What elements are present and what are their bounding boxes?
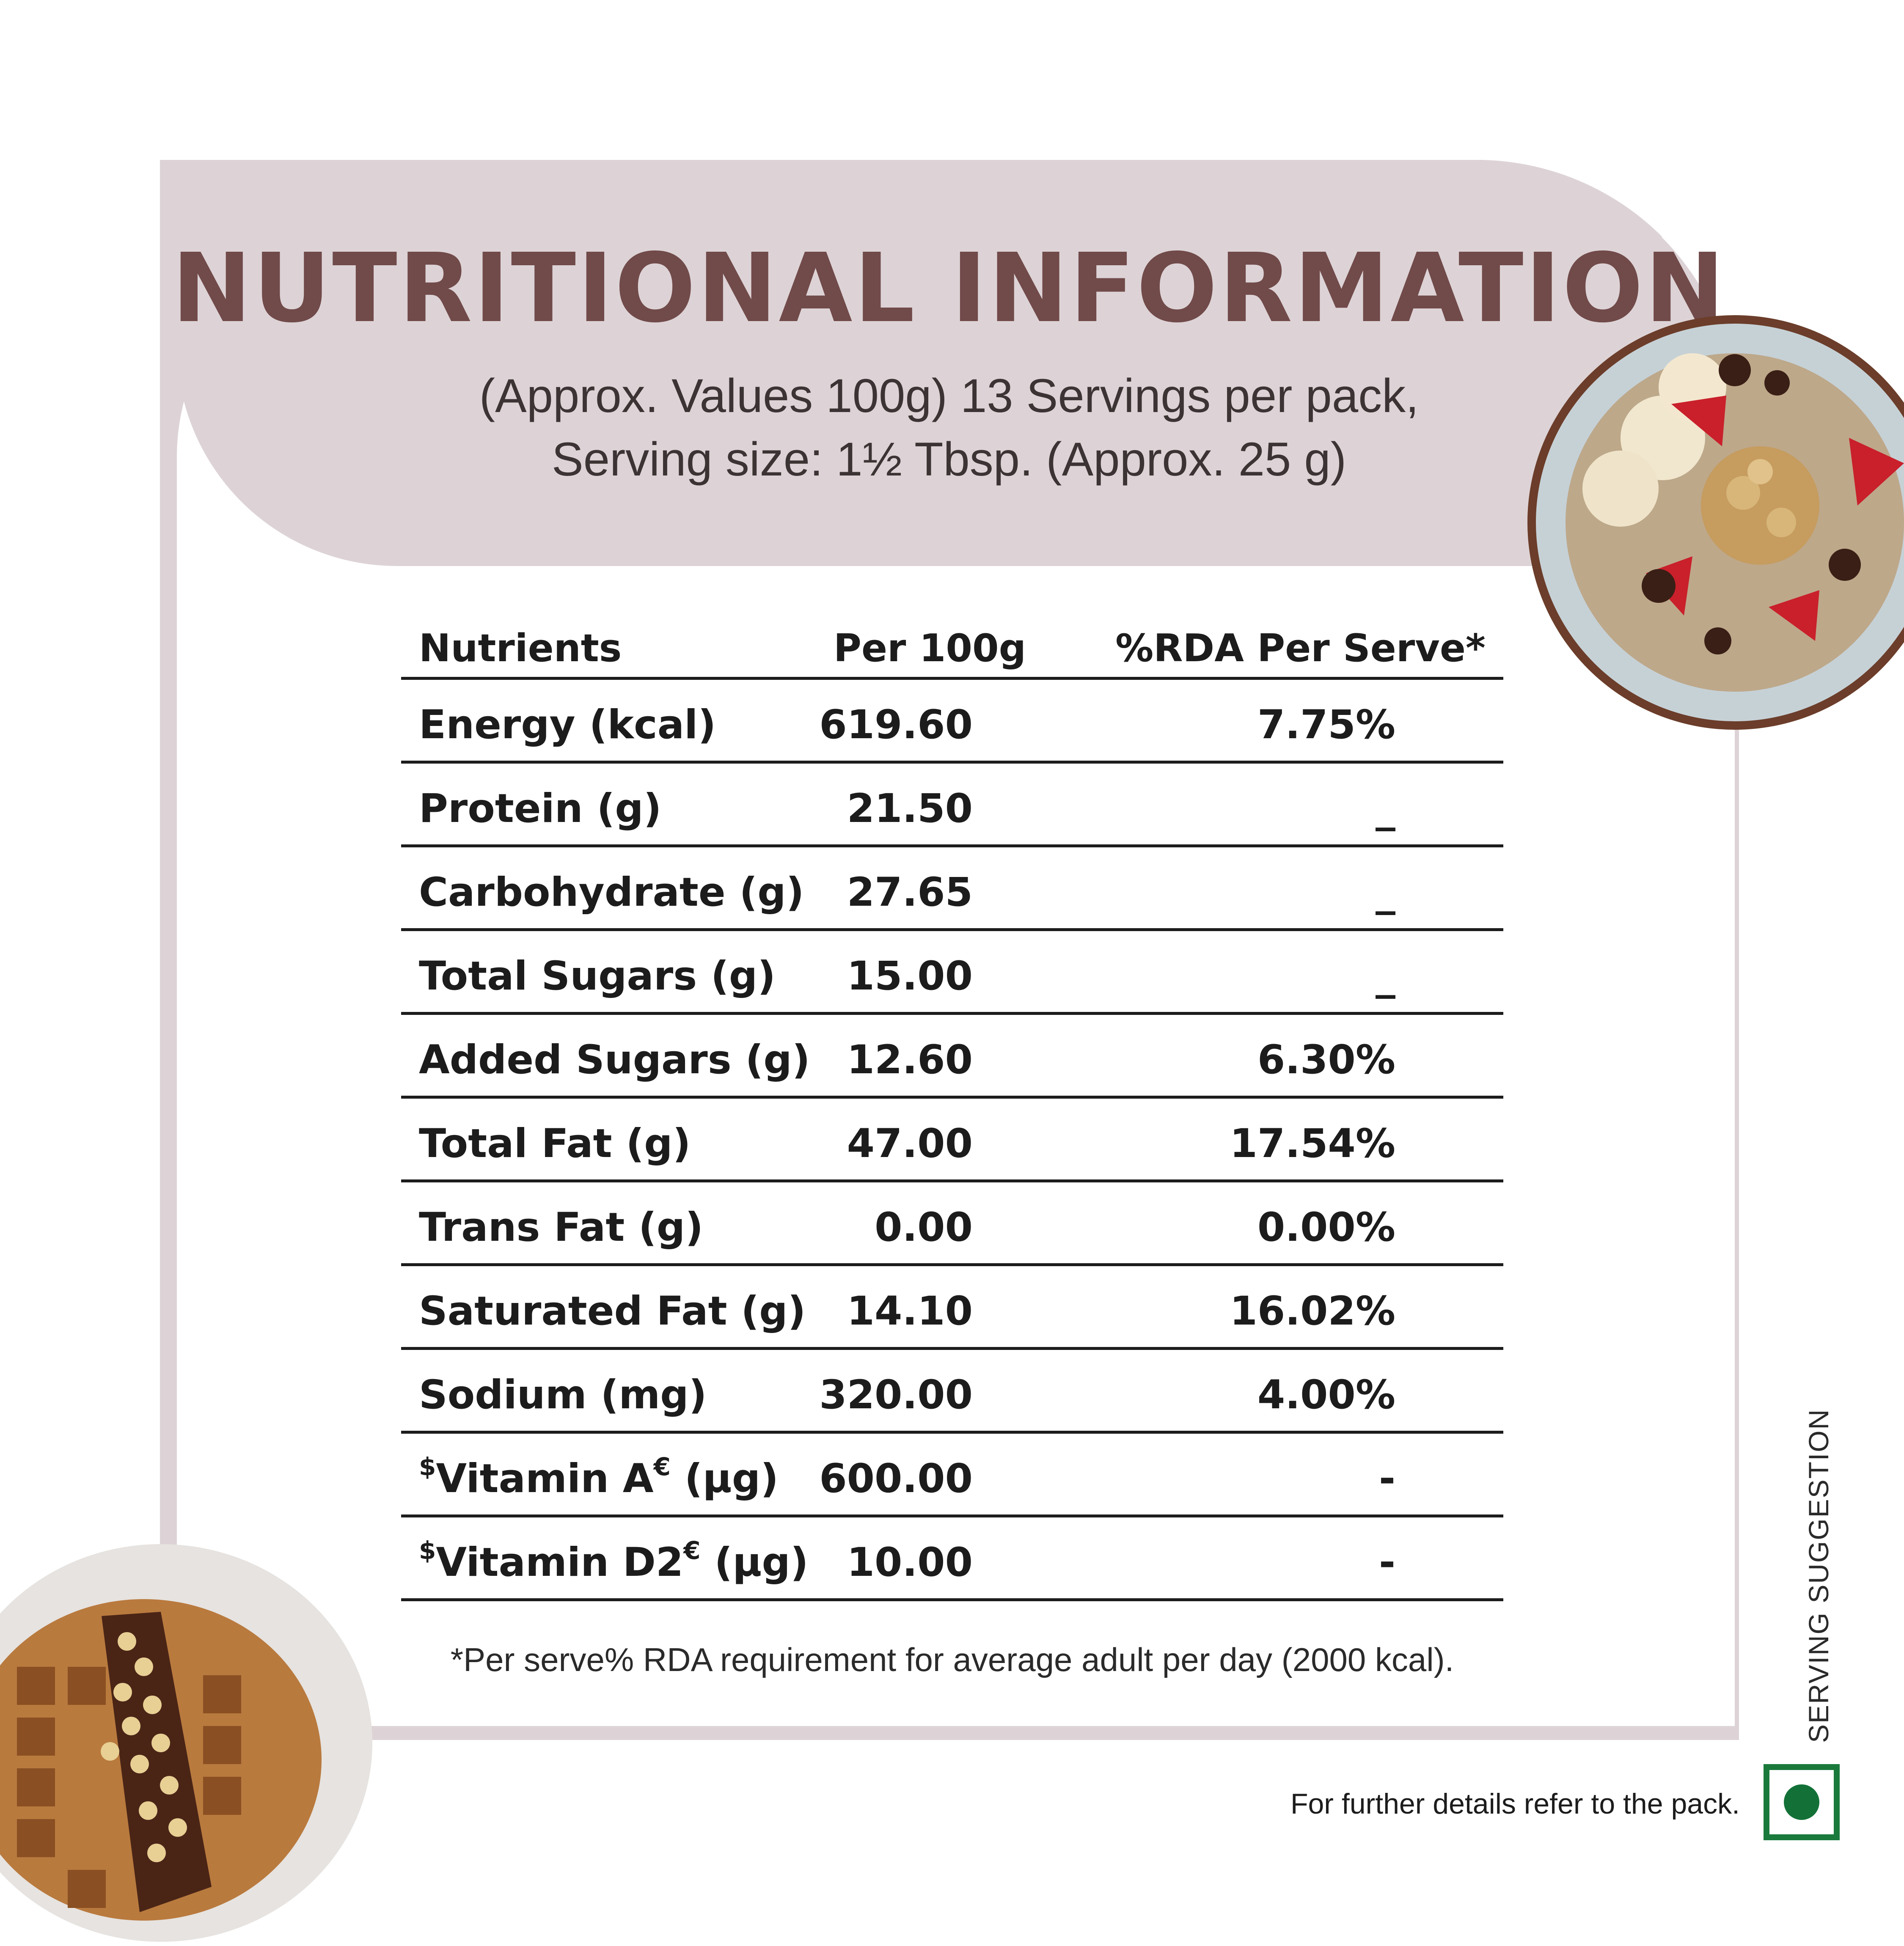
- veg-dot: [1784, 1784, 1819, 1820]
- rda-value: 6.30%: [1257, 1037, 1395, 1083]
- column-header-rda: %RDA Per Serve*: [1115, 626, 1486, 671]
- nutrient-unit: (µg): [700, 1539, 809, 1586]
- per-100g-value: 47.00: [847, 1121, 973, 1167]
- rda-value: 0.00%: [1257, 1204, 1395, 1251]
- rda-value: -: [1378, 1539, 1395, 1586]
- table-row: Energy (kcal) 619.60 7.75%: [401, 680, 1503, 764]
- nutrient-name: Trans Fat (g): [419, 1204, 704, 1251]
- rda-value: _: [1376, 953, 1395, 999]
- per-100g-value: 10.00: [847, 1539, 973, 1586]
- table-row: Total Fat (g) 47.00 17.54%: [401, 1099, 1503, 1182]
- rda-value: _: [1376, 786, 1395, 832]
- nutrient-suffix-mark: €: [683, 1536, 701, 1565]
- nutrient-name: Carbohydrate (g): [419, 869, 804, 915]
- per-100g-value: 0.00: [875, 1204, 973, 1251]
- table-row: Total Sugars (g) 15.00 _: [401, 931, 1503, 1015]
- nutrition-table: Nutrients Per 100g %RDA Per Serve* Energ…: [401, 622, 1503, 1601]
- rda-footnote: *Per serve% RDA requirement for average …: [450, 1641, 1454, 1678]
- subtitle-servings: (Approx. Values 100g) 13 Servings per pa…: [479, 369, 1419, 422]
- rda-value: -: [1378, 1456, 1395, 1502]
- header-band: [177, 160, 1738, 566]
- nutrient-name: $Vitamin A€ (µg): [419, 1452, 779, 1502]
- column-header-per-100g: Per 100g: [834, 626, 1026, 671]
- table-row: $Vitamin D2€ (µg) 10.00 -: [401, 1517, 1503, 1601]
- nutrient-suffix-mark: €: [653, 1452, 671, 1481]
- nutrient-name: Energy (kcal): [419, 702, 716, 748]
- per-100g-value: 600.00: [819, 1456, 973, 1502]
- nutrient-name: Total Sugars (g): [419, 953, 776, 999]
- rda-value: _: [1376, 869, 1395, 915]
- per-100g-value: 14.10: [847, 1288, 973, 1334]
- serving-suggestion-text: SERVING SUGGESTION: [1803, 1408, 1834, 1743]
- nutrient-label: Vitamin D2: [436, 1539, 684, 1586]
- table-row: Added Sugars (g) 12.60 6.30%: [401, 1015, 1503, 1099]
- serving-suggestion-label: SERVING SUGGESTION: [1802, 1409, 1836, 1743]
- nutrient-name: Protein (g): [419, 786, 662, 832]
- page-title: NUTRITIONAL INFORMATION: [172, 233, 1726, 344]
- nutrient-unit: (µg): [670, 1456, 779, 1502]
- per-100g-value: 27.65: [847, 869, 973, 915]
- table-row: Saturated Fat (g) 14.10 16.02%: [401, 1266, 1503, 1350]
- subtitle-serving-size: Serving size: 1½ Tbsp. (Approx. 25 g): [552, 433, 1346, 486]
- nutrient-name: Added Sugars (g): [419, 1037, 810, 1083]
- column-header-nutrients: Nutrients: [419, 626, 622, 671]
- oatmeal-bowl-image: [1527, 315, 1904, 730]
- nutrient-name: Total Fat (g): [419, 1121, 691, 1167]
- rda-value: 4.00%: [1257, 1372, 1395, 1418]
- rda-value: 7.75%: [1257, 702, 1395, 748]
- further-details-note: For further details refer to the pack.: [1290, 1788, 1740, 1820]
- table-row: $Vitamin A€ (µg) 600.00 -: [401, 1434, 1503, 1517]
- nutrient-name: Saturated Fat (g): [419, 1288, 806, 1334]
- rda-value: 17.54%: [1230, 1121, 1395, 1167]
- per-100g-value: 15.00: [847, 953, 973, 999]
- table-header: Nutrients Per 100g %RDA Per Serve*: [401, 622, 1503, 680]
- per-100g-value: 12.60: [847, 1037, 973, 1083]
- table-row: Protein (g) 21.50 _: [401, 764, 1503, 847]
- nutrient-prefix-mark: $: [419, 1452, 436, 1481]
- table-row: Carbohydrate (g) 27.65 _: [401, 847, 1503, 931]
- nutrient-label: Vitamin A: [436, 1456, 654, 1502]
- waffle-plate-image: [0, 1544, 372, 1942]
- table-row: Trans Fat (g) 0.00 0.00%: [401, 1182, 1503, 1266]
- nutrient-name: Sodium (mg): [419, 1372, 707, 1418]
- per-100g-value: 320.00: [819, 1372, 973, 1418]
- nutrient-prefix-mark: $: [419, 1536, 436, 1565]
- table-row: Sodium (mg) 320.00 4.00%: [401, 1350, 1503, 1434]
- nutrient-name: $Vitamin D2€ (µg): [419, 1536, 809, 1586]
- per-100g-value: 21.50: [847, 786, 973, 832]
- per-100g-value: 619.60: [819, 702, 973, 748]
- veg-mark-icon: [1764, 1764, 1840, 1840]
- rda-value: 16.02%: [1230, 1288, 1395, 1334]
